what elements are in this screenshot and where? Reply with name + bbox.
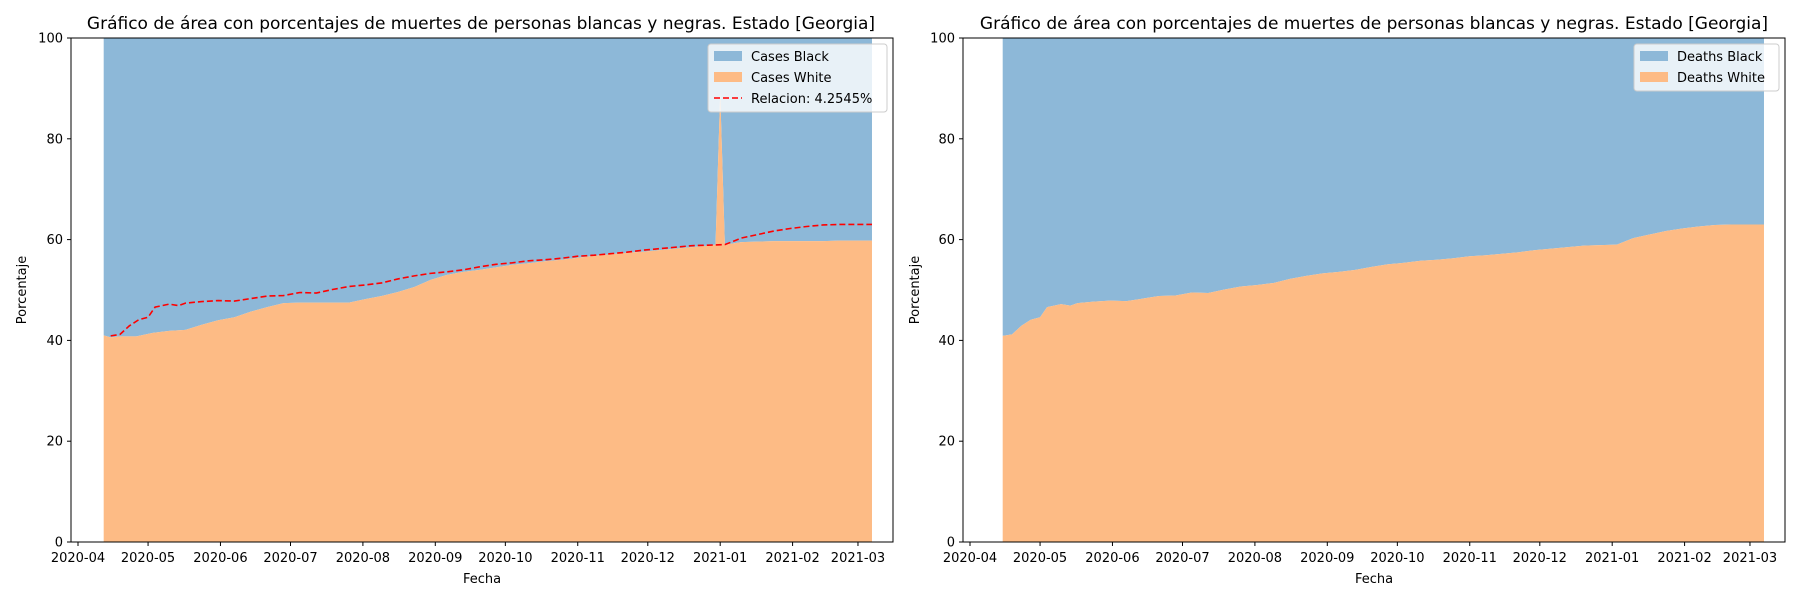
x-tick-label: 2020-05 [1013, 551, 1067, 566]
x-tick-label: 2020-08 [336, 551, 390, 566]
y-tick-label: 0 [947, 536, 955, 551]
x-tick-label: 2021-02 [765, 551, 819, 566]
legend-label-cases-white: Cases White [751, 71, 832, 86]
legend-box [1633, 43, 1780, 92]
legend: Deaths Black Deaths White [1633, 43, 1780, 92]
axes-frame [962, 37, 1786, 543]
y-tick-label: 40 [938, 334, 955, 349]
y-tick-label: 80 [938, 132, 955, 147]
y-axis-label: Porcentaje [15, 256, 30, 324]
legend-box [707, 43, 888, 113]
x-tick-label: 2020-09 [408, 551, 462, 566]
x-tick-label: 2020-06 [1085, 551, 1139, 566]
deaths-chart: Gráfico de área con porcentajes de muert… [908, 14, 1786, 587]
x-tick-label: 2021-01 [693, 551, 747, 566]
area-cases-white [103, 93, 872, 542]
x-tick-label: 2020-05 [121, 551, 175, 566]
y-tick-label: 80 [46, 132, 63, 147]
x-tick-label: 2020-10 [1370, 551, 1424, 566]
area-deaths-white [1002, 224, 1764, 543]
legend-label-relation: Relacion: 4.2545% [751, 92, 872, 107]
x-tick-label: 2020-04 [51, 551, 105, 566]
legend-label-deaths-black: Deaths Black [1677, 50, 1763, 65]
x-tick-label: 2021-02 [1657, 551, 1711, 566]
legend-swatch-cases-white [714, 72, 742, 82]
x-tick-label: 2020-09 [1300, 551, 1354, 566]
x-tick-label: 2020-04 [943, 551, 997, 566]
x-axis-label: Fecha [1355, 572, 1393, 587]
x-tick-label: 2021-03 [1723, 551, 1777, 566]
x-tick-label: 2020-11 [551, 551, 605, 566]
area-deaths-black [1002, 38, 1764, 336]
x-tick-label: 2020-06 [193, 551, 247, 566]
y-tick-label: 100 [38, 32, 63, 47]
legend: Cases Black Cases White Relacion: 4.2545… [707, 43, 888, 113]
legend-label-deaths-white: Deaths White [1677, 71, 1765, 86]
y-axis: 0 20 40 60 80 100 [930, 32, 963, 551]
y-tick-label: 20 [938, 435, 955, 450]
x-tick-label: 2020-07 [1155, 551, 1209, 566]
x-tick-label: 2021-03 [831, 551, 885, 566]
legend-swatch-deaths-white [1640, 72, 1668, 82]
y-axis-label: Porcentaje [908, 256, 923, 324]
cases-chart: Gráfico de área con porcentajes de muert… [15, 14, 894, 587]
x-tick-label: 2020-12 [621, 551, 675, 566]
y-tick-label: 100 [930, 32, 955, 47]
x-tick-label: 2020-10 [478, 551, 532, 566]
y-tick-label: 60 [46, 233, 63, 248]
legend-label-cases-black: Cases Black [751, 50, 829, 65]
y-tick-label: 40 [46, 334, 63, 349]
x-tick-label: 2020-07 [263, 551, 317, 566]
y-tick-label: 20 [46, 435, 63, 450]
x-axis-label: Fecha [463, 572, 501, 587]
area-cases-black [103, 38, 872, 338]
x-tick-label: 2020-08 [1228, 551, 1282, 566]
x-tick-label: 2020-11 [1443, 551, 1497, 566]
x-tick-label: 2020-12 [1513, 551, 1567, 566]
area-layer [103, 38, 872, 542]
y-tick-label: 0 [55, 536, 63, 551]
y-axis: 0 20 40 60 80 100 [38, 32, 71, 551]
y-tick-label: 60 [938, 233, 955, 248]
legend-swatch-deaths-black [1640, 51, 1668, 61]
relation-line [110, 223, 872, 337]
x-tick-label: 2021-01 [1585, 551, 1639, 566]
chart-title: Gráfico de área con porcentajes de muert… [980, 14, 1768, 34]
x-axis: 2020-04 2020-05 2020-06 2020-07 2020-08 2020-… [51, 542, 885, 566]
axes-frame [70, 37, 894, 543]
area-layer [1002, 38, 1764, 543]
x-axis: 2020-04 2020-05 2020-06 2020-07 2020-08 2020-… [943, 542, 1777, 566]
chart-title: Gráfico de área con porcentajes de muert… [87, 14, 875, 34]
legend-swatch-cases-black [714, 51, 742, 61]
